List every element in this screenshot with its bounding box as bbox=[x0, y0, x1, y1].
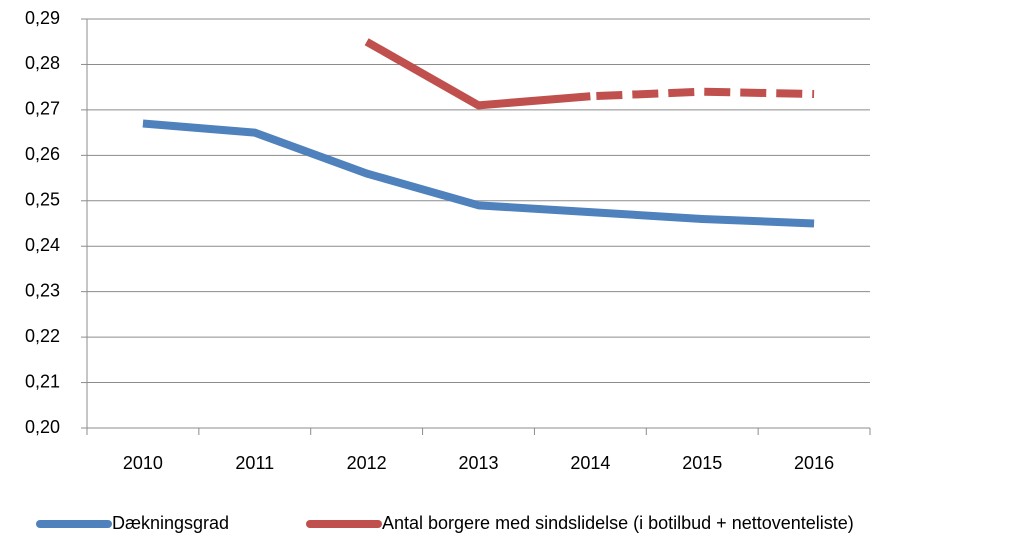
x-tick-label: 2011 bbox=[235, 453, 274, 473]
y-tick-label: 0,24 bbox=[25, 235, 60, 255]
y-tick-label: 0,28 bbox=[25, 53, 60, 73]
legend-label: Dækningsgrad bbox=[112, 513, 229, 533]
y-tick-label: 0,26 bbox=[25, 144, 60, 164]
legend-label: Antal borgere med sindslidelse (i botilb… bbox=[382, 513, 854, 533]
line-series bbox=[142, 119, 815, 228]
y-tick-label: 0,29 bbox=[25, 8, 60, 28]
x-tick-label: 2012 bbox=[347, 453, 387, 473]
x-tick-label: 2015 bbox=[682, 453, 722, 473]
x-tick-label: 2014 bbox=[570, 453, 610, 473]
x-tick-label: 2010 bbox=[123, 453, 163, 473]
y-tick-label: 0,21 bbox=[25, 371, 60, 391]
y-tick-label: 0,27 bbox=[25, 99, 60, 119]
x-tick-label: 2016 bbox=[794, 453, 834, 473]
y-tick-label: 0,20 bbox=[25, 417, 60, 437]
y-tick-label: 0,22 bbox=[25, 326, 60, 346]
line-series bbox=[364, 38, 815, 110]
x-tick-label: 2013 bbox=[458, 453, 498, 473]
y-tick-label: 0,25 bbox=[25, 190, 60, 210]
y-tick-label: 0,23 bbox=[25, 280, 60, 300]
